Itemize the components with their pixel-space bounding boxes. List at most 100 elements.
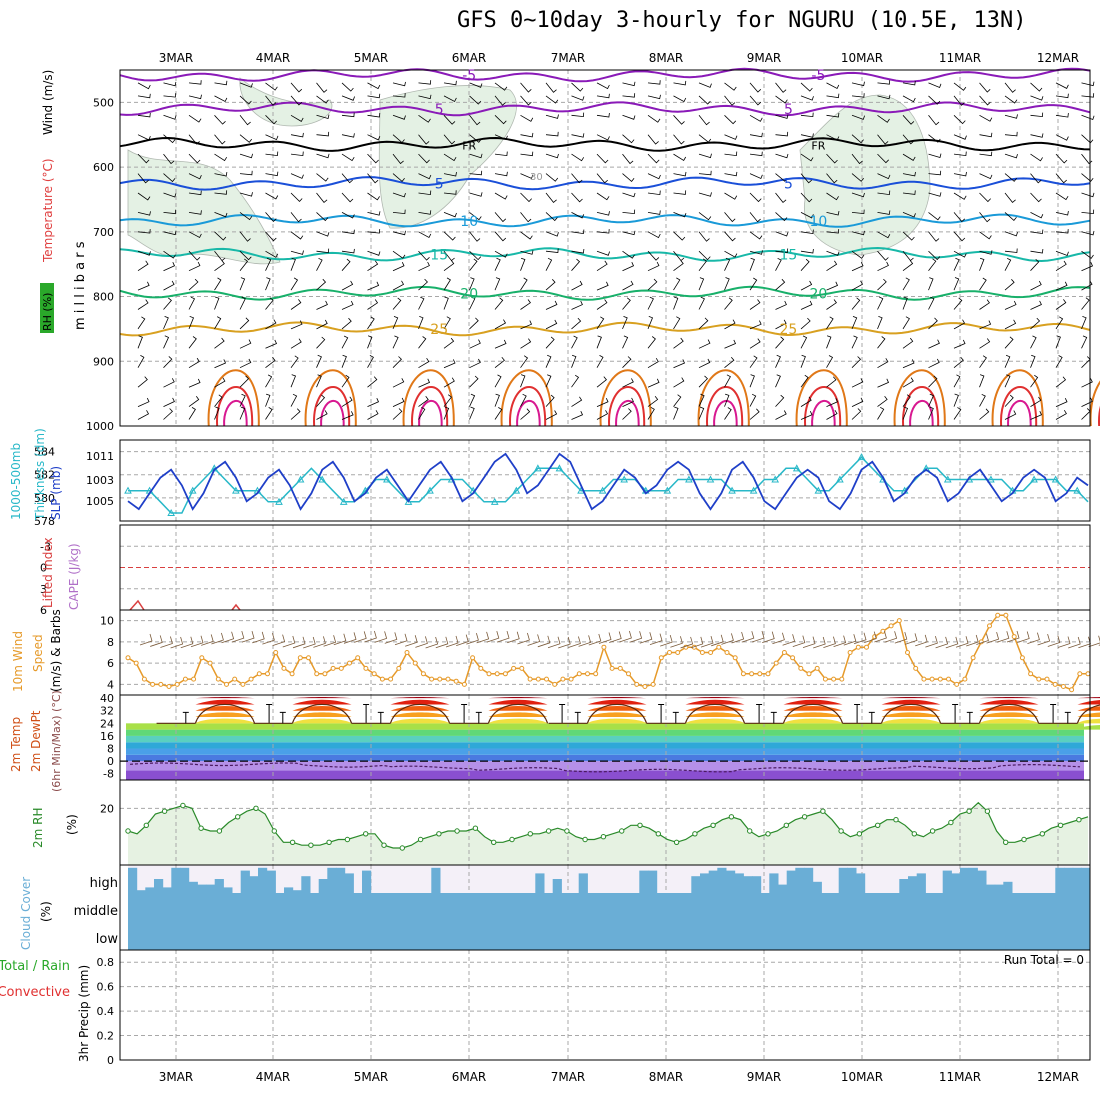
temp-curve-band	[783, 699, 843, 705]
isotherm-line	[119, 176, 1091, 191]
surface-temp-contour	[509, 385, 547, 427]
wind-barb	[392, 316, 399, 330]
wind-barb	[443, 95, 457, 103]
wind-barb	[928, 250, 941, 261]
wind-barb	[596, 410, 609, 420]
wind-barb	[1030, 212, 1044, 219]
temp-curve-band	[195, 699, 255, 705]
run-total-label: Run Total = 0	[1004, 953, 1084, 967]
surface-temp-contour	[223, 400, 248, 427]
pressure-tick-label: 900	[93, 355, 114, 368]
wind-barb	[316, 114, 330, 119]
wind-barb	[622, 230, 636, 236]
wind-barb	[953, 134, 967, 140]
wind-barb	[571, 212, 585, 219]
cloud-level-label: high	[90, 876, 118, 891]
wind-barb	[469, 339, 481, 349]
wind-barb	[1030, 396, 1042, 407]
wind-barb	[316, 257, 323, 271]
wind-speed-marker	[847, 650, 853, 655]
cloud-high-bar	[691, 876, 701, 893]
wind-barb	[214, 134, 226, 145]
surface-wind-barb	[394, 633, 408, 646]
rh-marker	[966, 808, 972, 814]
wind-barb	[265, 82, 278, 91]
wind-barb	[953, 151, 967, 157]
wind-barb	[239, 317, 250, 330]
wind-barb	[418, 94, 432, 100]
surface-wind-barb	[1037, 633, 1051, 646]
wind-barb	[443, 394, 452, 407]
temp-curve-band	[195, 718, 255, 724]
wind-barb	[494, 374, 502, 388]
wind-barb	[469, 212, 482, 221]
wind-barb	[979, 151, 993, 157]
wind-barb	[392, 297, 402, 310]
wind-barb	[188, 134, 200, 145]
wind-barb	[443, 190, 457, 195]
wind-barb	[290, 114, 304, 122]
wind-barb	[647, 396, 659, 407]
wind-barb	[851, 153, 863, 165]
surface-wind-barb	[588, 633, 602, 646]
wind-barb	[545, 394, 555, 407]
surface-wind-barb	[782, 634, 796, 646]
surface-wind-barb	[843, 634, 857, 646]
wind-barb	[316, 248, 330, 254]
surface-wind-barb	[1027, 632, 1040, 644]
wind-barb	[775, 248, 789, 253]
wind-speed-marker	[429, 676, 435, 682]
surface-wind-barb	[425, 636, 439, 649]
thickness-marker	[663, 486, 672, 494]
wind-speed-marker	[1003, 612, 1009, 618]
wind-barb	[163, 397, 175, 407]
wind-barb	[571, 192, 583, 203]
cloud-high-bar	[960, 867, 970, 893]
temp-curve-band	[979, 718, 1039, 724]
wind-barb	[188, 296, 196, 310]
thickness-tick-label: 584	[34, 446, 55, 459]
wind-barb	[290, 132, 304, 138]
wind-barb	[953, 257, 960, 271]
wind-barb	[494, 82, 508, 91]
wind-barb	[1081, 173, 1094, 182]
rh-marker	[1076, 817, 1082, 823]
wind-barb	[571, 300, 583, 310]
wind-barb	[749, 173, 763, 180]
wind-speed-marker	[617, 665, 623, 671]
wind-barb	[188, 94, 202, 100]
wind-barb	[290, 374, 297, 388]
rh-marker	[253, 805, 259, 811]
wind-barb	[1055, 376, 1067, 388]
wind-barb	[494, 151, 508, 157]
cloud-middle-low	[128, 893, 1090, 950]
rh-marker	[198, 825, 204, 831]
wind-barb	[826, 112, 840, 118]
temp-tick-label: 32	[100, 705, 114, 718]
wind-barb	[673, 231, 686, 241]
wind-barb	[1055, 316, 1064, 330]
wind-barb	[520, 277, 528, 291]
wind-speed-marker	[273, 650, 279, 655]
minmax-bar	[658, 703, 665, 724]
date-label-top: 10MAR	[841, 51, 883, 65]
temp-color-band	[126, 761, 1084, 771]
rh-tick-label: 20	[100, 802, 114, 815]
wind-speed-marker	[527, 676, 533, 682]
wind-barb	[800, 396, 812, 407]
wind-barb	[902, 190, 916, 195]
wind-barb	[265, 393, 271, 407]
wind-barb	[902, 394, 911, 407]
minmax-bar	[279, 711, 286, 724]
temp-curve-band	[685, 724, 745, 730]
wind-barb	[571, 95, 585, 101]
wind-barb	[979, 114, 993, 122]
wind-speed-marker	[987, 623, 992, 629]
wind-barb	[826, 173, 838, 184]
wind-barb	[800, 354, 806, 368]
surface-wind-barb	[976, 633, 989, 645]
wind-barb	[979, 231, 992, 240]
thickness-marker	[685, 475, 693, 483]
wind-barb	[622, 356, 632, 368]
wind-barb	[163, 316, 169, 330]
